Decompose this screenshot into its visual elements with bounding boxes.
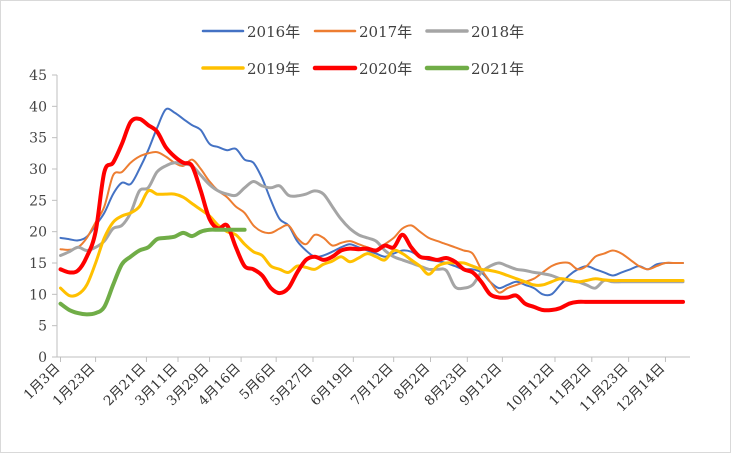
legend-label: 2017年	[359, 23, 412, 41]
y-tick-label: 20	[29, 225, 47, 241]
legend-item: 2021年	[424, 60, 524, 78]
legend-label: 2021年	[471, 60, 524, 78]
series-line-4	[58, 116, 685, 313]
legend-label: 2018年	[471, 23, 524, 41]
y-tick-label: 15	[29, 256, 47, 272]
legend-item: 2018年	[425, 23, 524, 41]
series-line-5	[58, 227, 247, 317]
legend-label: 2016年	[247, 23, 300, 41]
y-tick-label: 0	[38, 350, 47, 366]
legend-label: 2020年	[359, 60, 412, 78]
legend-item: 2016年	[201, 23, 300, 41]
y-tick-label: 35	[29, 131, 47, 147]
legend-label: 2019年	[247, 60, 300, 78]
y-tick-label: 30	[29, 162, 47, 178]
y-tick-label: 5	[38, 319, 47, 335]
plot-area	[58, 107, 685, 317]
y-tick-label: 40	[29, 99, 47, 115]
y-tick-label: 10	[29, 287, 47, 303]
y-tick-label: 25	[29, 193, 47, 209]
legend-item: 2017年	[313, 23, 412, 41]
legend-item: 2019年	[201, 60, 300, 78]
legend-item: 2020年	[312, 60, 412, 78]
legend: 2016年 2017年 2018年 2019年 2020年 2021年	[201, 23, 524, 78]
y-tick-label: 45	[29, 68, 47, 84]
series-line-3	[59, 188, 685, 298]
